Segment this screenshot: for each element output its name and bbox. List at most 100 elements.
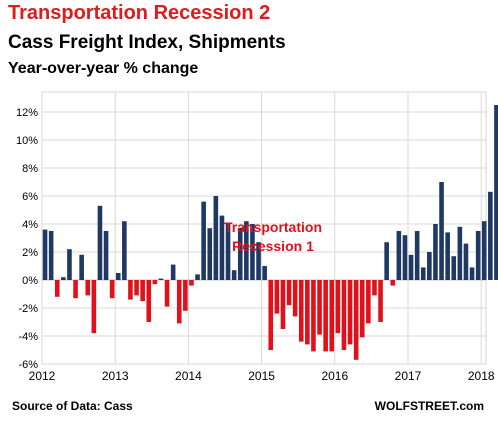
annotation-line: Recession 1 — [232, 238, 314, 254]
x-tick-label: 2018 — [468, 369, 495, 383]
bar — [414, 231, 420, 280]
bar — [61, 277, 66, 280]
bar — [298, 280, 304, 342]
bar — [292, 280, 298, 317]
x-tick-labels: 20122013201420152016201720182019 — [29, 369, 495, 383]
bar — [329, 280, 335, 352]
bar — [225, 224, 231, 280]
bar — [128, 280, 133, 300]
annotation-line: Transportation — [224, 219, 322, 235]
bar — [390, 280, 396, 286]
x-tick-label: 2014 — [175, 369, 202, 383]
bar — [323, 280, 328, 352]
x-tick-label: 2016 — [321, 369, 348, 383]
bar — [164, 280, 170, 307]
bar — [445, 232, 450, 280]
bar — [305, 280, 310, 345]
bar — [427, 252, 432, 280]
bar — [244, 221, 249, 280]
x-tick-label: 2017 — [395, 369, 422, 383]
bar — [207, 228, 213, 280]
bar — [311, 280, 316, 352]
bar — [372, 280, 377, 296]
bar — [262, 266, 267, 280]
y-tick-label: 6% — [22, 191, 38, 203]
bar — [183, 280, 188, 311]
bar — [335, 280, 341, 334]
bar — [67, 249, 72, 280]
bar — [457, 226, 463, 280]
bar — [384, 242, 389, 280]
bar — [280, 280, 286, 329]
bar — [213, 196, 219, 280]
bar — [488, 191, 493, 280]
bar — [219, 215, 225, 280]
bar — [122, 221, 127, 280]
bar — [176, 280, 182, 324]
bar — [109, 280, 115, 299]
bar — [152, 280, 158, 285]
bar — [97, 205, 103, 280]
bar — [115, 273, 121, 280]
bar — [408, 254, 414, 280]
bar — [433, 224, 438, 280]
bar — [158, 278, 164, 280]
bar — [286, 280, 292, 306]
y-tick-label: 0% — [22, 275, 38, 287]
bar — [366, 280, 371, 324]
bar — [317, 280, 322, 335]
bar — [42, 229, 48, 280]
chart-title: Transportation Recession 2 — [8, 2, 271, 24]
bar — [451, 256, 457, 280]
y-tick-labels: -6% -4% -2% 0% 2% 4% 6% 8% 10% 12% — [16, 107, 38, 371]
bar — [85, 280, 91, 296]
bar — [201, 201, 206, 280]
y-tick-label: 2% — [22, 247, 38, 259]
bar — [396, 231, 402, 280]
bar — [268, 280, 274, 350]
bar — [359, 280, 365, 338]
bar — [54, 280, 60, 297]
y-tick-label: 12% — [16, 107, 38, 119]
y-tick-label: -2% — [18, 303, 38, 315]
bar — [341, 280, 347, 350]
bar — [250, 224, 255, 280]
bar — [134, 280, 139, 296]
bar — [146, 280, 152, 322]
bar — [347, 280, 353, 345]
annotation: Transportation Recession 1 — [224, 219, 322, 254]
bar — [475, 231, 481, 280]
x-tick-label: 2013 — [102, 369, 129, 383]
bar — [469, 267, 475, 280]
bar-series — [42, 105, 498, 360]
bar — [170, 264, 176, 280]
y-tick-label: 8% — [22, 163, 38, 175]
bar — [189, 280, 194, 286]
y-tick-label: -4% — [18, 331, 38, 343]
bar — [463, 243, 469, 280]
bar — [231, 270, 237, 280]
bar — [79, 254, 84, 280]
x-tick-label: 2012 — [29, 369, 56, 383]
bar — [439, 182, 444, 280]
y-tick-label: 4% — [22, 219, 38, 231]
bar — [91, 280, 97, 334]
x-tick-label: 2015 — [248, 369, 275, 383]
bar — [48, 231, 54, 280]
bar — [195, 274, 200, 280]
chart-subtitle: Cass Freight Index, Shipments — [8, 32, 286, 53]
chart-measure: Year-over-year % change — [8, 60, 199, 77]
bar — [353, 280, 359, 360]
bar — [481, 221, 487, 280]
bar — [237, 228, 243, 280]
bar — [494, 105, 498, 280]
source-note: Source of Data: Cass — [12, 399, 133, 413]
bar — [378, 280, 383, 322]
brand-label: WOLFSTREET.com — [374, 399, 484, 413]
y-tick-label: -6% — [18, 359, 38, 371]
bar — [256, 242, 261, 280]
bar — [420, 267, 426, 280]
bar — [73, 280, 78, 299]
y-tick-label: 10% — [16, 135, 38, 147]
